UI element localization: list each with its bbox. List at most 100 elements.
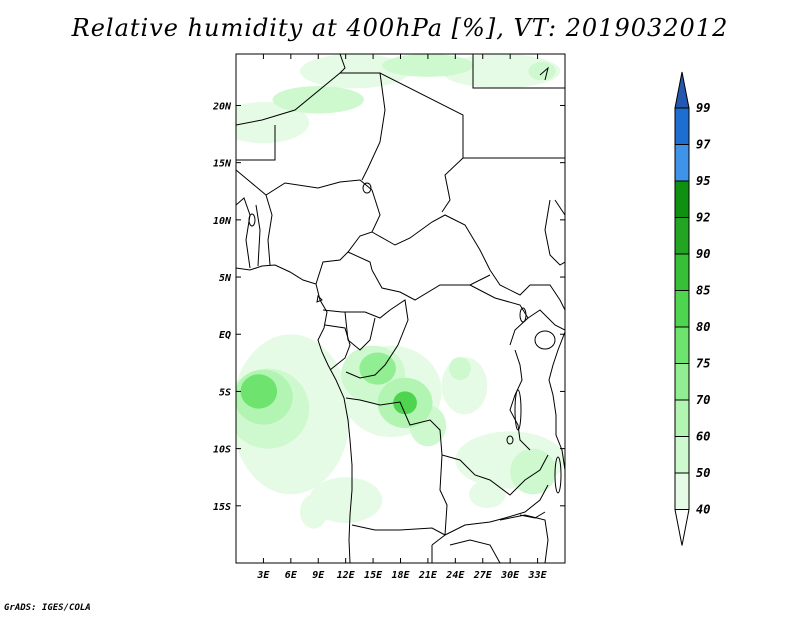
colorbar-segment [674,180,690,218]
humidity-region [299,494,328,529]
humidity-region [299,54,410,89]
colorbar-level-label: 80 [696,320,710,334]
lat-tick-label: 10N [213,216,232,227]
colorbar-bottom-triangle [674,509,690,546]
colorbar-level-label: 50 [696,466,710,480]
lon-tick-label: 27E [473,570,493,581]
colorbar-level-label: 70 [696,393,710,407]
border-north-1 [236,72,380,126]
colorbar-segment [674,290,690,328]
border-car-south [371,269,491,301]
lat-tick-label: 15S [213,502,231,513]
border-cameroon-car [347,251,373,271]
lon-tick-label: 12E [337,570,356,581]
border-north-2 [361,72,386,181]
colorbar-level-label: 95 [696,174,710,188]
border-north-3 [339,54,346,74]
border-nigeria-benin [265,194,273,266]
lat-tick-label: 5N [219,273,232,284]
humidity-region [236,102,310,144]
colorbar-segment [674,363,690,401]
border-libya-egypt [472,54,565,89]
lake-mweru [506,435,514,445]
coastline-east [548,331,565,471]
lake-chad [362,182,372,194]
border-congo [344,311,376,351]
nile-delta [539,66,549,81]
border-cameroon-south [322,309,391,319]
colorbar-level-label: 85 [696,284,710,298]
humidity-region [240,374,278,409]
credit-label: GrADS: IGES/COLA [4,603,91,613]
border-gabon [324,324,351,371]
lon-tick-label: 33E [528,570,548,581]
border-east-lakes [509,349,531,451]
border-sudan [441,157,464,213]
map-axes: 3E 6E 9E 12E 15E 18E 21E 24E 27E 30E 33E 20N 15N 10N 5… [212,54,565,581]
lake-volta [248,213,256,227]
border-mali-niger [236,125,276,161]
colorbar-top-triangle [674,71,690,109]
colorbar-level-label: 99 [696,101,710,115]
colorbar-level-label: 75 [696,357,710,371]
lon-tick-label: 9E [312,570,325,581]
country-boundaries [236,54,565,563]
border-angola-namibia [351,524,446,536]
lake-victoria [534,330,556,350]
colorbar-level-label: 90 [696,247,710,261]
lake-kariba [519,511,546,519]
border-niger-nigeria [236,169,373,196]
colorbar-segment [674,472,690,510]
border-chad-car [371,214,491,271]
border-ghana [236,197,251,269]
colorbar-level-label: 40 [696,503,710,517]
map-title: Relative humidity at 400hPa [%], VT: 201… [71,14,729,42]
colorbar-level-label: 97 [696,138,711,152]
border-benin-togo [255,204,261,267]
lake-tanganyika [514,389,522,431]
lon-tick-label: 24E [445,570,465,581]
colorbar-segment [674,326,690,364]
lake-malawi [554,456,562,494]
lon-tick-label: 18E [391,570,410,581]
colorbar-segment [674,107,690,145]
lon-tick-label: 21E [418,570,438,581]
border-angola-zambia [431,454,448,546]
border-eritrea [554,199,565,216]
colorbar: 99 97 95 92 90 85 80 75 70 60 50 40 [674,71,711,546]
border-uganda-kenya [527,309,565,331]
coastline-west [236,264,353,563]
colorbar-level-label: 92 [696,211,710,225]
lat-tick-label: 10S [213,445,231,456]
colorbar-segment [674,144,690,182]
humidity-region [469,480,506,509]
lat-tick-label: EQ [219,330,231,341]
lon-tick-label: 30E [500,570,520,581]
border-botswana [449,539,501,563]
border-sudan-south [489,269,565,311]
humidity-field [236,54,565,529]
humidity-region [382,54,474,77]
colorbar-segment [674,436,690,474]
colorbar-segment [674,399,690,437]
humidity-region [448,357,471,380]
lon-tick-label: 3E [256,570,270,581]
colorbar-segment [674,217,690,255]
colorbar-segment [674,253,690,291]
border-ethiopia [544,199,565,266]
humidity-region [272,86,364,114]
lat-tick-label: 20N [212,101,232,112]
lake-albert [519,307,527,323]
bioko-island [316,294,323,303]
humidity-region [528,62,556,81]
lon-tick-label: 15E [364,570,383,581]
border-nigeria-cameroon [315,189,381,285]
border-chad-libya [379,72,464,158]
lon-tick-label: 6E [285,570,298,581]
border-zimbabwe [499,514,549,563]
border-south-sudan-drc [469,284,529,346]
colorbar-level-label: 60 [696,430,710,444]
border-congo-drc [345,299,409,379]
border-zambia-south [444,484,549,536]
